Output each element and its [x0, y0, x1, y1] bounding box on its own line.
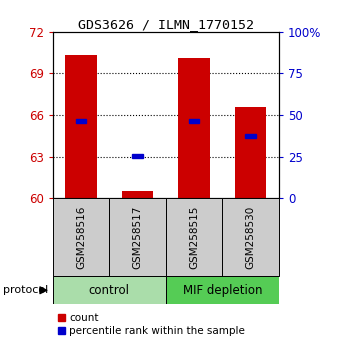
- Bar: [166, 276, 279, 304]
- Bar: [178, 58, 209, 198]
- Bar: [166, 198, 222, 276]
- Bar: [122, 190, 153, 198]
- Legend: count, percentile rank within the sample: count, percentile rank within the sample: [58, 313, 245, 336]
- Bar: [189, 119, 199, 124]
- Bar: [76, 119, 86, 123]
- Bar: [65, 56, 97, 198]
- Bar: [245, 134, 256, 138]
- Text: protocol: protocol: [3, 285, 49, 295]
- Text: GSM258516: GSM258516: [76, 205, 86, 269]
- Text: control: control: [89, 284, 130, 297]
- Bar: [222, 198, 279, 276]
- Bar: [53, 276, 166, 304]
- Title: GDS3626 / ILMN_1770152: GDS3626 / ILMN_1770152: [78, 18, 254, 31]
- Bar: [109, 198, 166, 276]
- Text: MIF depletion: MIF depletion: [183, 284, 262, 297]
- Text: GSM258517: GSM258517: [133, 205, 142, 269]
- Bar: [132, 154, 142, 158]
- Bar: [53, 198, 109, 276]
- Text: GSM258530: GSM258530: [245, 206, 256, 269]
- Bar: [235, 107, 266, 198]
- Text: GSM258515: GSM258515: [189, 205, 199, 269]
